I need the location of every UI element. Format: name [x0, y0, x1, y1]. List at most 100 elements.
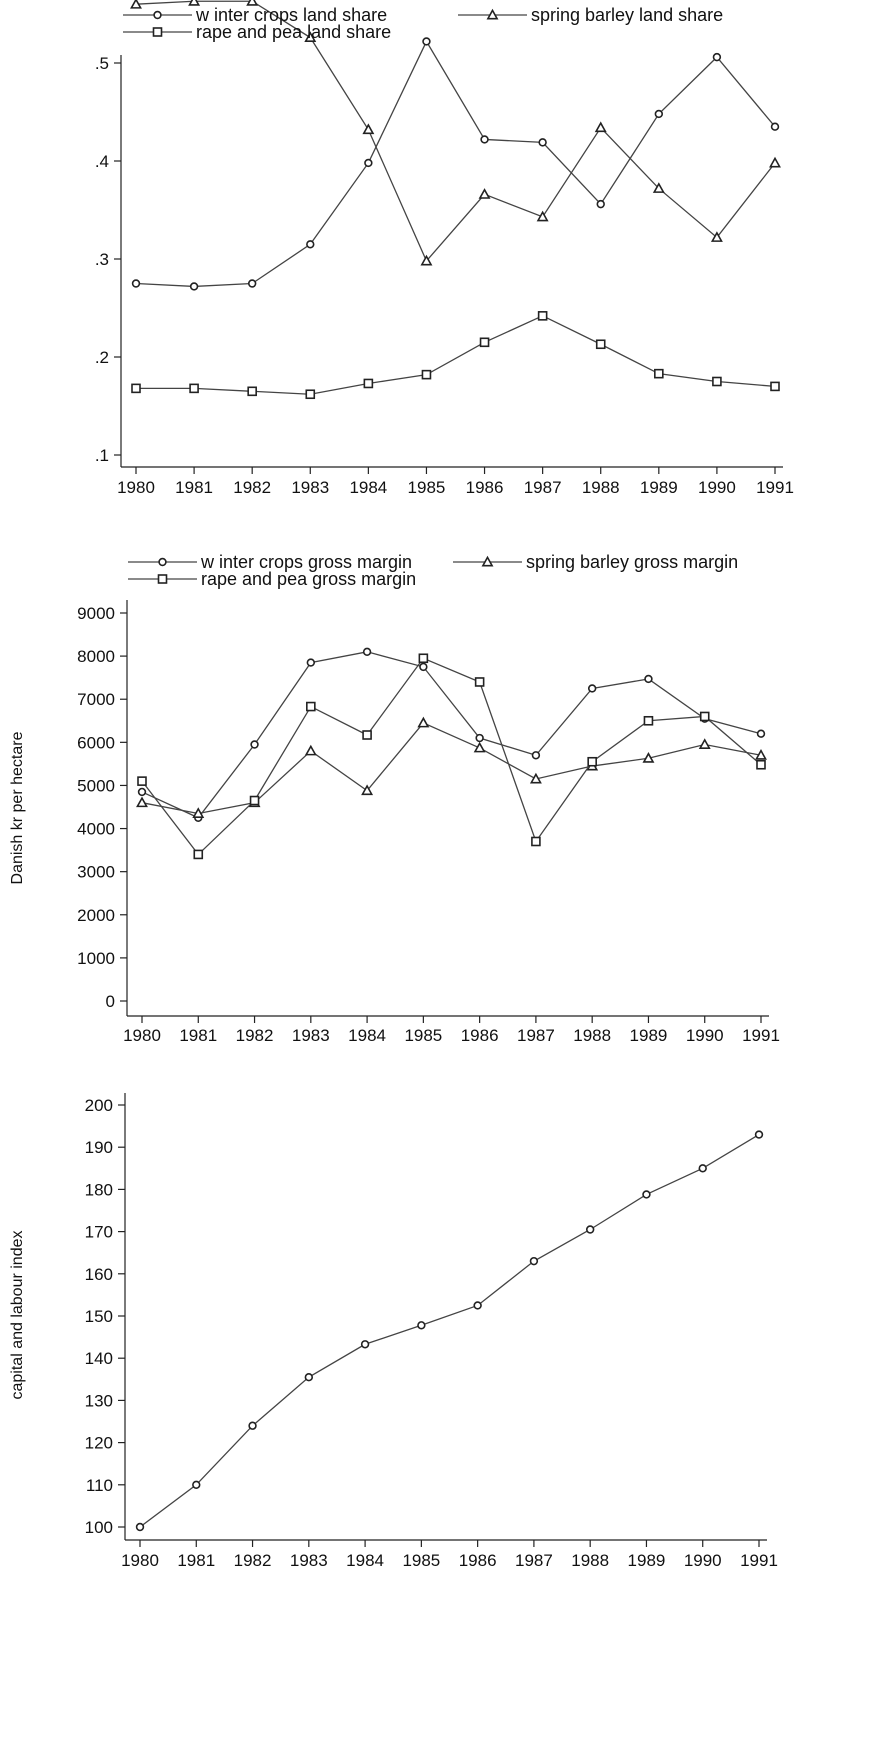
series-line: [135, 40, 776, 288]
data-point: [754, 1130, 764, 1139]
legend-marker: [157, 574, 168, 584]
y-tick-label: 5000: [77, 776, 115, 795]
x-tick-label: 1983: [290, 1551, 328, 1570]
legend-label: spring barley gross margin: [526, 552, 738, 572]
legend-label: rape and pea land share: [196, 22, 391, 42]
data-point: [473, 741, 486, 753]
series-line: [141, 657, 762, 856]
series-1: [135, 1130, 764, 1532]
data-point: [362, 647, 372, 656]
y-tick-label: 7000: [77, 690, 115, 709]
y-tick-label: .4: [95, 152, 109, 171]
x-tick-label: 1986: [459, 1551, 497, 1570]
x-tick-label: 1988: [571, 1551, 609, 1570]
data-point: [131, 279, 141, 288]
data-point: [192, 807, 205, 818]
data-point: [250, 740, 259, 749]
data-point: [478, 188, 491, 199]
data-point: [531, 751, 541, 760]
data-point: [188, 0, 201, 6]
y-tick-label: .1: [95, 446, 109, 465]
legend-item: w inter crops gross margin: [128, 552, 412, 572]
data-point: [246, 0, 259, 6]
data-point: [418, 653, 429, 664]
chart-panel-1: .1 .2 .3 .4 .5 1980 1981 1982 1983 1984 1985 1986 19…: [95, 0, 794, 497]
legend-marker: [486, 8, 499, 20]
x-tick-label: 1991: [742, 1026, 780, 1045]
legend-marker: [153, 10, 162, 20]
x-tick-label: 1990: [686, 1026, 724, 1045]
data-point: [531, 836, 541, 847]
data-point: [587, 684, 597, 693]
legend-label: spring barley land share: [531, 5, 723, 25]
data-point: [136, 796, 148, 808]
y-tick-label: 160: [85, 1265, 113, 1284]
data-point: [137, 776, 147, 786]
x-tick-label: 1980: [123, 1026, 161, 1045]
legend-item: spring barley land share: [458, 5, 723, 25]
data-point: [769, 156, 781, 168]
x-tick-label: 1982: [234, 1551, 272, 1570]
data-point: [417, 716, 430, 728]
legend-item: spring barley gross margin: [453, 552, 738, 572]
x-tick-label: 1986: [461, 1026, 499, 1045]
y-tick-label: 170: [85, 1223, 113, 1242]
x-tick-label: 1987: [515, 1551, 553, 1570]
data-point: [596, 199, 605, 209]
data-point: [643, 715, 654, 726]
data-point: [135, 1522, 145, 1532]
x-tick-label: 1980: [117, 478, 155, 497]
data-point: [755, 749, 767, 760]
y-tick-label: 8000: [77, 647, 115, 666]
data-point: [770, 381, 780, 392]
data-point: [652, 182, 665, 193]
data-point: [189, 383, 199, 394]
y-tick-label: 0: [106, 992, 115, 1011]
y-tick-label: 200: [85, 1096, 113, 1115]
series-3: [131, 311, 780, 400]
data-point: [537, 311, 548, 321]
data-point: [420, 254, 433, 266]
y-tick-label: .2: [95, 348, 109, 367]
data-point: [306, 658, 316, 667]
x-tick-label: 1989: [630, 1026, 668, 1045]
y-axis-title: Danish kr per hectare: [9, 731, 26, 884]
x-tick-label: 1986: [466, 478, 504, 497]
data-point: [594, 121, 607, 133]
y-tick-label: 180: [85, 1180, 113, 1199]
y-tick-label: 120: [85, 1434, 113, 1453]
series-line: [135, 0, 776, 263]
legend-item: rape and pea land share: [123, 22, 391, 42]
legend-label: rape and pea gross margin: [201, 569, 416, 589]
y-tick-label: 110: [86, 1476, 113, 1495]
x-tick-label: 1991: [756, 478, 794, 497]
x-tick-label: 1991: [740, 1551, 778, 1570]
data-point: [585, 1225, 595, 1234]
legend: w inter crops land share spring barley la…: [123, 5, 723, 42]
x-tick-label: 1985: [402, 1551, 440, 1570]
legend-item: w inter crops land share: [123, 5, 387, 25]
data-point: [710, 231, 723, 242]
x-tick-label: 1989: [640, 478, 678, 497]
x-tick-label: 1987: [517, 1026, 555, 1045]
data-point: [306, 240, 315, 249]
legend-item: rape and pea gross margin: [128, 569, 416, 589]
x-tick-label: 1988: [582, 478, 620, 497]
data-point: [362, 730, 372, 740]
y-tick-label: 1000: [77, 949, 115, 968]
legend-label: w inter crops land share: [195, 5, 387, 25]
x-tick-label: 1985: [404, 1026, 442, 1045]
data-point: [475, 733, 484, 743]
data-point: [304, 744, 317, 756]
data-point: [770, 122, 780, 131]
data-point: [595, 339, 606, 350]
x-tick-label: 1981: [179, 1026, 217, 1045]
data-point: [247, 279, 257, 288]
data-point: [642, 1190, 651, 1199]
y-tick-label: .5: [95, 54, 109, 73]
series-line: [139, 1133, 760, 1528]
data-point: [247, 386, 257, 397]
data-point: [422, 37, 431, 46]
y-tick-label: .3: [95, 250, 109, 269]
